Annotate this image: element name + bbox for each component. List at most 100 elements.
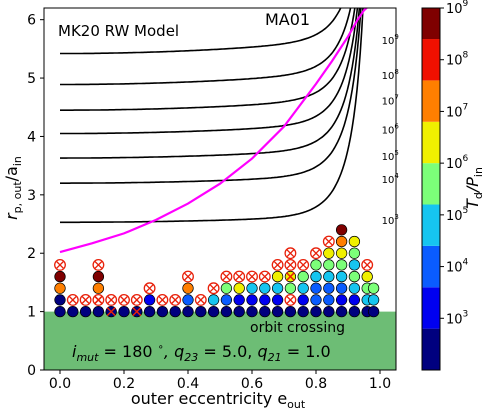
colorbar-band <box>422 287 440 329</box>
colorbar-band <box>422 80 440 122</box>
unstable-cross <box>184 272 192 281</box>
data-point <box>207 305 220 318</box>
unstable-cross <box>235 272 243 281</box>
unstable-cross <box>120 296 128 304</box>
data-point <box>92 305 105 318</box>
unstable-cross <box>286 261 295 269</box>
data-point <box>54 294 66 306</box>
data-point <box>310 282 322 294</box>
contour-line-6 <box>60 8 359 135</box>
data-point <box>156 305 169 318</box>
data-point <box>297 282 309 294</box>
data-point <box>54 270 66 283</box>
y-tick-label: 6 <box>27 13 36 29</box>
data-point <box>335 235 348 248</box>
colorbar-band <box>422 8 440 40</box>
data-point <box>335 247 348 259</box>
y-tick-label: 3 <box>27 188 36 204</box>
data-point <box>367 294 380 306</box>
colorbar-tick-label: 106 <box>446 154 469 172</box>
colorbar-tick-label: 105 <box>446 206 468 224</box>
data-point <box>367 305 380 318</box>
contour-label-7: 107 <box>382 93 399 107</box>
colorbar-tick-label: 109 <box>446 0 469 17</box>
contour-label-6: 106 <box>382 123 400 137</box>
data-point <box>297 305 309 318</box>
data-point <box>348 305 361 318</box>
cross-marker <box>285 272 295 282</box>
colorbar-band <box>422 163 440 205</box>
data-point <box>284 305 297 318</box>
data-point <box>220 294 233 306</box>
plot-area <box>44 8 396 370</box>
colorbar-band <box>422 121 440 164</box>
cross-marker <box>93 295 103 305</box>
unstable-cross <box>273 261 282 269</box>
data-point <box>233 282 245 294</box>
data-point <box>246 282 258 294</box>
colorbar-tick-label: 104 <box>446 258 469 276</box>
y-tick-label: 1 <box>27 305 36 321</box>
unstable-cross <box>363 261 371 269</box>
data-point <box>335 282 348 294</box>
data-point <box>92 282 105 294</box>
data-point <box>233 305 245 318</box>
colorbar-label: Td/Pin <box>463 167 485 209</box>
unstable-cross <box>299 261 307 269</box>
unstable-cross <box>81 296 90 304</box>
colorbar-band <box>422 245 440 288</box>
x-axis-label: outer eccentricity eout <box>131 389 306 410</box>
data-point <box>271 282 284 294</box>
data-point <box>297 294 309 306</box>
cross-marker <box>132 307 142 317</box>
data-point <box>182 282 194 294</box>
data-point <box>271 270 284 283</box>
data-point <box>335 294 348 306</box>
unstable-cross <box>145 284 154 293</box>
data-point <box>259 294 271 306</box>
data-point <box>323 294 335 306</box>
x-tick-label: 0.0 <box>49 376 71 392</box>
data-point <box>323 259 335 271</box>
data-point <box>67 305 79 318</box>
data-point <box>310 259 322 271</box>
colorbar-band <box>422 39 440 81</box>
x-tick-label: 0.2 <box>113 376 135 392</box>
data-point <box>182 294 194 306</box>
data-point <box>220 282 233 294</box>
data-point <box>310 294 322 306</box>
data-point <box>348 247 361 259</box>
unstable-cross <box>261 272 269 281</box>
data-point <box>348 282 361 294</box>
plot-frame <box>43 7 397 371</box>
data-point <box>143 305 156 318</box>
data-point <box>348 235 361 248</box>
axes: 109 108 107 106 105 104 103 0.0 0.2 0.4 0.6 0.8 1.0 0… <box>27 7 400 392</box>
unstable-cross <box>222 272 231 281</box>
ma01-line <box>59 8 369 254</box>
data-point <box>335 224 348 236</box>
cross-marker <box>106 307 116 317</box>
contour-line-8 <box>60 8 352 86</box>
ma01-label: MA01 <box>265 10 310 29</box>
unstable-cross <box>209 284 218 293</box>
data-point <box>271 305 284 318</box>
data-point <box>207 294 220 306</box>
unstable-cross <box>248 272 256 281</box>
data-point <box>118 305 130 318</box>
data-point <box>323 270 335 283</box>
y-axis-label: rp, out/ain <box>2 156 24 220</box>
data-point <box>310 270 322 283</box>
colorbar-tick-label: 107 <box>446 102 468 120</box>
contour-label-3: 103 <box>382 213 399 227</box>
data-point <box>361 270 373 283</box>
unstable-cross <box>133 296 141 304</box>
data-point <box>323 247 335 259</box>
data-point <box>54 305 66 318</box>
y-tick-label: 2 <box>27 246 36 262</box>
x-tick-label: 0.8 <box>305 376 327 392</box>
contour-label-4: 104 <box>382 172 400 186</box>
y-tick-label: 4 <box>27 129 36 145</box>
colorbar: 103 104 105 106 107 108 109 <box>421 0 469 371</box>
